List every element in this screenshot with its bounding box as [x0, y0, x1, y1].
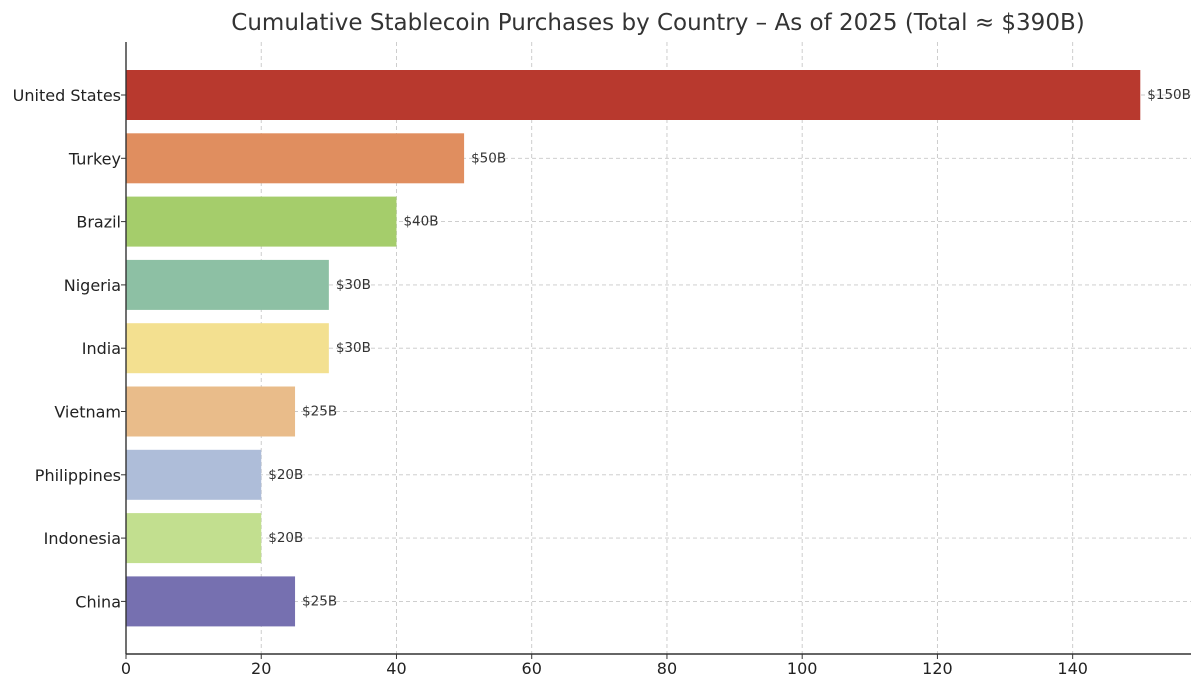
value-label: $20B — [268, 530, 303, 546]
category-label: United States — [13, 86, 121, 105]
value-label: $30B — [336, 277, 371, 293]
value-label: $25B — [302, 593, 337, 609]
value-label: $150B — [1147, 87, 1191, 103]
x-tick-label: 100 — [787, 659, 818, 678]
labels: 0 20 40 60 80 100 120 140 United States $150B Turk… — [13, 86, 1191, 678]
bar — [126, 133, 465, 184]
bar — [126, 449, 262, 500]
chart-title: Cumulative Stablecoin Purchases by Count… — [231, 10, 1085, 36]
bar — [126, 323, 329, 374]
category-label: Nigeria — [64, 276, 121, 295]
x-tick-label: 140 — [1057, 659, 1088, 678]
value-label: $20B — [268, 467, 303, 483]
x-tick-label: 80 — [657, 659, 677, 678]
x-tick-label: 40 — [386, 659, 406, 678]
bar — [126, 576, 296, 627]
bar — [126, 70, 1141, 120]
value-label: $40B — [403, 214, 438, 230]
value-label: $30B — [336, 340, 371, 356]
category-label: Turkey — [68, 149, 121, 168]
bars — [126, 70, 1141, 627]
x-tick-label: 60 — [522, 659, 542, 678]
category-label: Indonesia — [44, 529, 121, 548]
bar — [126, 386, 296, 437]
category-label: Philippines — [35, 466, 121, 485]
category-label: Vietnam — [54, 403, 121, 422]
category-label: India — [82, 339, 121, 358]
value-label: $50B — [471, 150, 506, 166]
category-label: Brazil — [76, 213, 121, 232]
value-label: $25B — [302, 404, 337, 420]
bar — [126, 259, 329, 310]
x-tick-label: 20 — [251, 659, 271, 678]
bar — [126, 196, 397, 247]
category-label: China — [75, 592, 121, 611]
axes — [121, 42, 1191, 659]
x-tick-label: 0 — [121, 659, 131, 678]
bar — [126, 513, 262, 564]
x-tick-label: 120 — [922, 659, 953, 678]
